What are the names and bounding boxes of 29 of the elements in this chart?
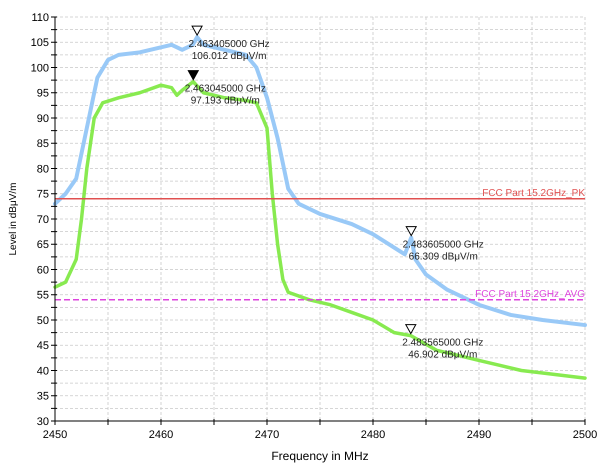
annotation: 2.463405000 GHz 106.012 dBμV/m — [188, 39, 270, 62]
y-tick-label: 70 — [36, 214, 49, 226]
y-tick-label: 80 — [36, 163, 49, 176]
y-tick-label: 30 — [36, 416, 49, 428]
y-tick-label: 110 — [31, 12, 49, 24]
y-tick-label: 65 — [36, 239, 49, 252]
ref-line-label: FCC Part 15.2GHz_PK — [482, 188, 586, 199]
x-tick-label: 2470 — [254, 429, 280, 441]
y-tick-label: 105 — [30, 37, 49, 50]
x-tick-label: 2500 — [572, 429, 598, 441]
x-tick-label: 2460 — [148, 429, 174, 441]
y-tick-label: 85 — [36, 138, 49, 150]
ref-line-label: FCC Part 15.2GHz_AVG — [475, 288, 586, 300]
y-tick-label: 45 — [36, 340, 49, 352]
y-tick-label: 90 — [36, 112, 49, 125]
y-tick-label: 35 — [36, 390, 49, 403]
annotation: 2.483605000 GHz 66.309 dBμV/m — [402, 240, 484, 263]
y-tick-label: 55 — [36, 290, 49, 302]
x-axis-title: Frequency in MHz — [271, 449, 369, 463]
y-tick-label: 75 — [36, 188, 49, 201]
y-tick-label: 60 — [36, 264, 49, 276]
y-tick-label: 95 — [36, 88, 49, 100]
y-axis-title: Level in dBμV/m — [8, 182, 19, 256]
y-tick-label: 100 — [30, 62, 49, 74]
x-tick-label: 2450 — [42, 429, 68, 441]
y-tick-label: 40 — [36, 365, 49, 378]
x-tick-label: 2490 — [466, 429, 492, 441]
y-tick-label: 50 — [36, 314, 49, 327]
x-tick-label: 2480 — [360, 429, 386, 441]
